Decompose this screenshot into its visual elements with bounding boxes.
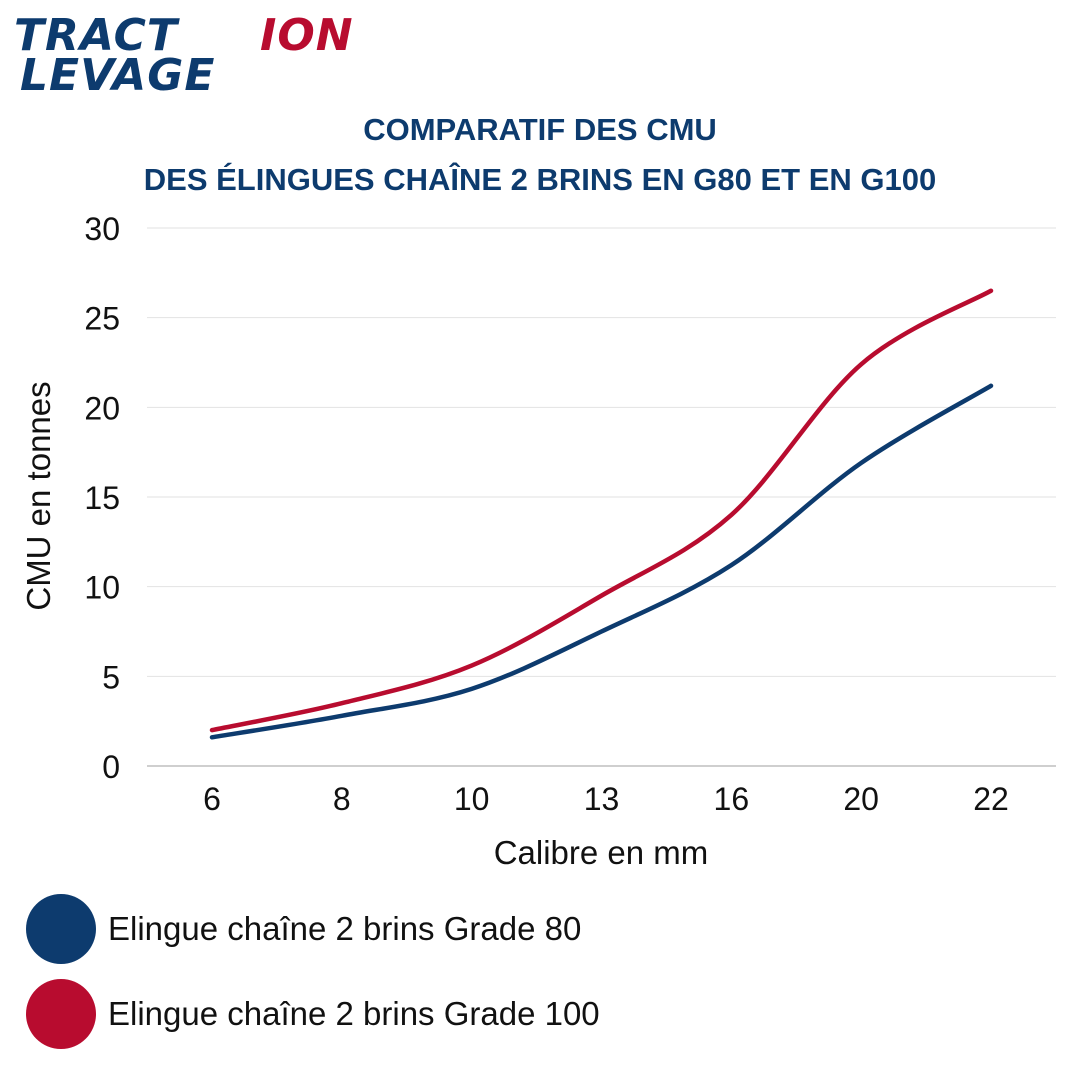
legend-swatch-grade-100 [26, 979, 96, 1049]
x-axis-ticks: 6 8 10 13 16 20 22 [203, 781, 1009, 817]
x-tick-label-20: 20 [843, 781, 879, 817]
legend-swatch-grade-80 [26, 894, 96, 964]
series-line-grade-80 [209, 383, 994, 740]
chart-title-line1: COMPARATIF DES CMU [363, 112, 717, 147]
x-tick-label-6: 6 [203, 781, 221, 817]
y-tick-label-10: 10 [84, 570, 120, 606]
logo-levage: LEVAGE [20, 50, 215, 94]
series-lines [209, 288, 994, 740]
x-axis-label: Calibre en mm [494, 834, 709, 871]
legend-item-grade-80: Elingue chaîne 2 brins Grade 80 [26, 894, 706, 964]
legend-item-grade-100: Elingue chaîne 2 brins Grade 100 [26, 979, 706, 1049]
logo-traction-right: ION [260, 12, 354, 61]
x-tick-label-8: 8 [333, 781, 351, 817]
y-tick-label-15: 15 [84, 480, 120, 516]
y-tick-label-20: 20 [84, 390, 120, 426]
grid-lines [147, 227, 1056, 767]
x-tick-label-22: 22 [973, 781, 1009, 817]
y-tick-label-5: 5 [102, 659, 120, 695]
chart-title-line2: DES ÉLINGUES CHAÎNE 2 BRINS EN G80 ET EN… [143, 162, 937, 197]
logo-traction-left: TRACT [14, 12, 180, 61]
legend-label-grade-80: Elingue chaîne 2 brins Grade 80 [108, 910, 582, 947]
brand-logo: TRACT ION LEVAGE [14, 12, 354, 94]
y-axis-ticks: 0 5 10 15 20 25 30 [84, 211, 120, 785]
y-tick-label-30: 30 [84, 211, 120, 247]
x-tick-label-10: 10 [454, 781, 490, 817]
y-tick-label-25: 25 [84, 301, 120, 337]
y-tick-label-0: 0 [102, 749, 120, 785]
legend-label-grade-100: Elingue chaîne 2 brins Grade 100 [108, 995, 600, 1032]
x-tick-label-16: 16 [714, 781, 750, 817]
y-axis-label: CMU en tonnes [20, 381, 57, 610]
series-line-grade-100 [209, 288, 994, 733]
x-tick-label-13: 13 [584, 781, 620, 817]
